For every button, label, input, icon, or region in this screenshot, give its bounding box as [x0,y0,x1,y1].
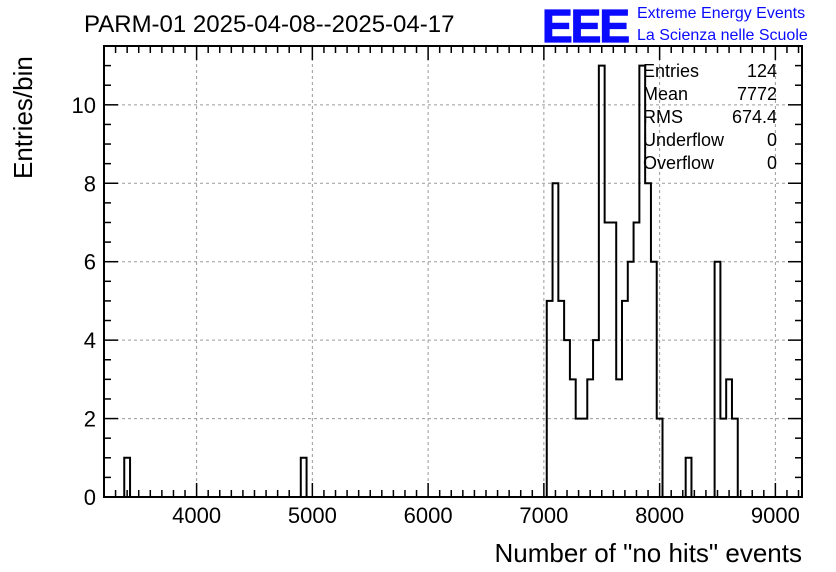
y-tick-label: 0 [84,485,96,510]
eee-logo-mark: EEE [542,0,628,52]
x-tick-label: 5000 [288,503,337,528]
stats-overflow-value: 0 [767,153,777,173]
stats-rms-label: RMS [643,107,683,127]
histogram-outline [123,64,739,497]
grid-lines [104,46,802,497]
axis-ticks [103,45,802,498]
stats-entries-value: 124 [747,61,777,81]
y-axis-label: Entries/bin [8,56,38,179]
x-tick-label: 8000 [635,503,684,528]
eee-logo-line1: Extreme Energy Events [637,5,805,22]
plot-frame [103,45,803,498]
histogram-bin [581,419,587,497]
axis-tick-labels: 4000 5000 6000 7000 8000 9000 0 2 4 6 8 10 [72,93,800,528]
stats-overflow-label: Overflow [643,153,715,173]
y-tick-label: 4 [84,328,96,353]
stats-entries-label: Entries [643,61,699,81]
stats-mean-value: 7772 [737,84,777,104]
eee-logo: EEE Extreme Energy Events La Scienza nel… [541,0,808,53]
histogram-bin [634,222,640,497]
histogram-bin [616,379,622,497]
stats-underflow-value: 0 [767,130,777,150]
x-tick-label: 4000 [172,503,221,528]
y-tick-label: 10 [72,93,96,118]
stats-mean-label: Mean [643,84,688,104]
stats-underflow-label: Underflow [643,130,725,150]
y-tick-label: 2 [84,407,96,432]
x-tick-label: 6000 [404,503,453,528]
stats-box: Entries 124 Mean 7772 RMS 674.4 Underflo… [643,61,777,173]
x-axis-label: Number of "no hits" events [495,538,803,568]
eee-logo-line2: La Scienza nelle Scuole [637,27,808,44]
x-tick-label: 9000 [751,503,800,528]
y-tick-label: 6 [84,250,96,275]
chart-title: PARM-01 2025-04-08--2025-04-17 [84,11,454,38]
histogram-bin [720,419,726,497]
histogram-bin [576,419,582,497]
y-tick-label: 8 [84,171,96,196]
x-tick-label: 7000 [519,503,568,528]
histogram-bin [605,222,611,497]
stats-rms-value: 674.4 [732,107,777,127]
